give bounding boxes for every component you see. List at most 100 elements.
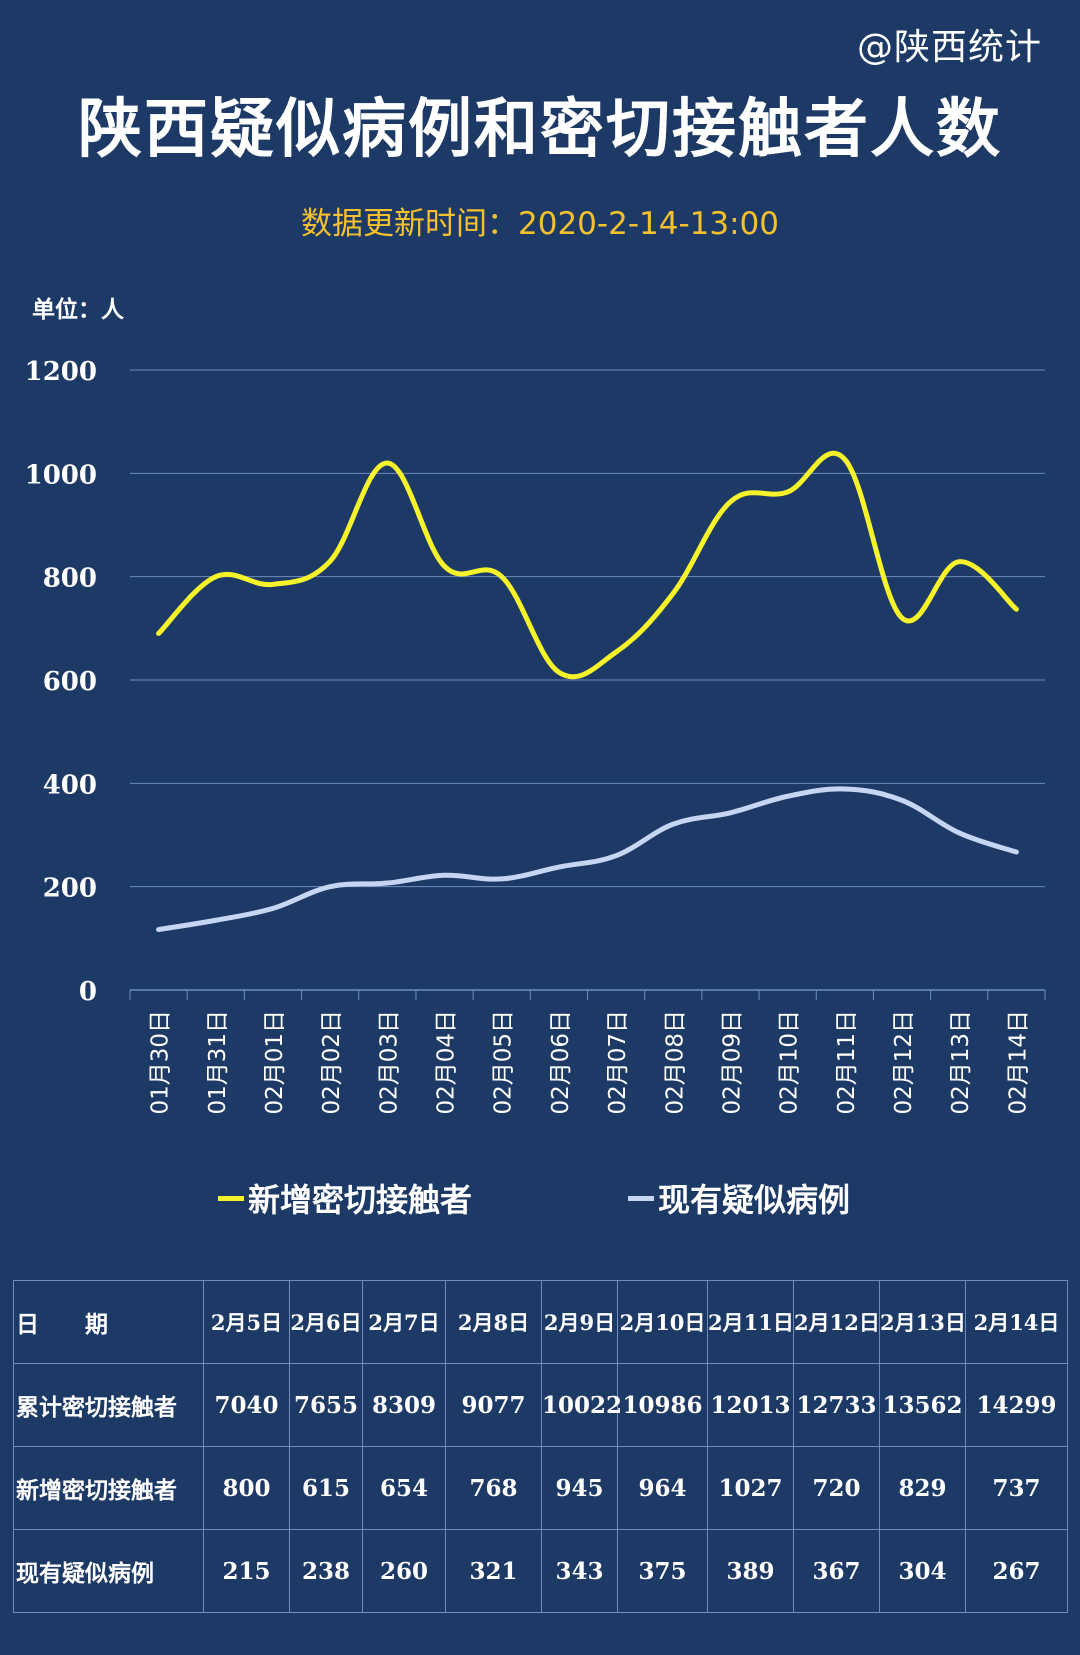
data-point [330,886,331,887]
data-point [1016,852,1017,853]
table-header-label: 日 期 [13,1280,204,1364]
data-point [616,652,617,653]
x-tick-label: 02月12日 [891,1010,917,1115]
data-point [787,491,788,492]
table-cell: 267 [965,1529,1068,1613]
table-cell: 389 [707,1529,794,1613]
x-tick-label: 02月09日 [719,1010,745,1115]
table-cell: 304 [879,1529,966,1613]
data-point [730,501,731,502]
legend-item-suspected: 现有疑似病例 [628,1175,850,1221]
table-cell: 238 [289,1529,363,1613]
chart-series [156,450,1019,933]
legend-swatch-suspected [628,1195,654,1201]
data-point [387,463,388,464]
page-title: 陕西疑似病例和密切接触者人数 [78,93,1002,167]
table-cell: 829 [879,1446,966,1530]
data-point [616,855,617,856]
y-tick-label: 0 [79,977,97,1007]
x-tick-label: 02月03日 [376,1010,402,1115]
data-point [444,875,445,876]
data-table: 日 期 2月5日 2月6日 2月7日 2月8日 2月9日 2月10日 2月11日… [13,1280,1068,1613]
x-tick-label: 02月06日 [548,1010,574,1115]
data-point [444,566,445,567]
table-header-row: 日 期 2月5日 2月6日 2月7日 2月8日 2月9日 2月10日 2月11日… [13,1280,1068,1364]
table-cell: 1027 [707,1446,794,1530]
x-tick-label: 02月02日 [319,1010,345,1115]
table-cell: 615 [289,1446,363,1530]
data-point [558,867,559,868]
table-row: 累计密切接触者 7040 7655 8309 9077 10022 10986 … [13,1363,1068,1447]
x-tick-label: 02月13日 [948,1010,974,1115]
table-cell: 13562 [879,1363,966,1447]
x-tick-label: 01月31日 [205,1010,231,1115]
data-point [158,633,159,634]
x-tick-label: 02月10日 [777,1010,803,1115]
table-cell: 12733 [793,1363,880,1447]
x-tick-label: 01月30日 [148,1010,174,1115]
data-point [387,883,388,884]
y-tick-label: 800 [43,564,97,594]
unit-label: 单位：人 [32,297,124,323]
table-date-cell: 2月11日 [707,1280,794,1364]
line-chart: 0 200 400 600 800 1000 1200 01月30日 01月31日 02月01日… [25,357,1046,1115]
table-date-cell: 2月7日 [362,1280,446,1364]
data-point [902,618,903,619]
legend-swatch-new-contacts [218,1195,244,1201]
data-point [844,789,845,790]
data-point [1016,609,1017,610]
table-cell: 945 [541,1446,618,1530]
data-point [272,908,273,909]
series-line-suspected [156,786,1019,933]
watermark-text: @陕西统计 [856,27,1042,68]
table-cell: 8309 [362,1363,446,1447]
table-date-cell: 2月9日 [541,1280,618,1364]
x-tick-label: 02月08日 [662,1010,688,1115]
table-cell: 321 [445,1529,542,1613]
data-point [844,459,845,460]
data-point [215,576,216,577]
table-cell: 10022 [541,1363,622,1447]
table-row-label: 现有疑似病例 [13,1529,204,1613]
table-cell: 737 [965,1446,1068,1530]
table-date-cell: 2月10日 [617,1280,708,1364]
table-cell: 215 [203,1529,290,1613]
x-tick-label: 02月07日 [605,1010,631,1115]
table-cell: 375 [617,1529,708,1613]
table-cell: 7655 [289,1363,363,1447]
table-cell: 800 [203,1446,290,1530]
y-tick-label: 600 [43,667,97,697]
table-cell: 7040 [203,1363,290,1447]
y-axis-ticks: 0 200 400 600 800 1000 1200 [25,357,97,1007]
data-point [330,561,331,562]
data-point [501,878,502,879]
table-cell: 768 [445,1446,542,1530]
table-row-label: 累计密切接触者 [13,1363,204,1447]
table-cell: 654 [362,1446,446,1530]
update-time: 数据更新时间：2020-2-14-13:00 [301,206,779,242]
y-tick-label: 200 [43,874,97,904]
data-point [959,561,960,562]
table-row: 现有疑似病例 215 238 260 321 343 375 389 367 3… [13,1529,1068,1613]
x-tick-label: 02月11日 [834,1010,860,1115]
table-date-cell: 2月6日 [289,1280,363,1364]
table-cell: 10986 [617,1363,708,1447]
x-tick-label: 02月05日 [491,1010,517,1115]
table-date-cell: 2月14日 [965,1280,1068,1364]
series-line-new-contacts [156,450,1019,680]
data-point [272,584,273,585]
legend-item-new-contacts: 新增密切接触者 [218,1175,472,1221]
table-date-cell: 2月8日 [445,1280,542,1364]
table-cell: 9077 [445,1363,542,1447]
table-cell: 367 [793,1529,880,1613]
table-date-cell: 2月5日 [203,1280,290,1364]
y-tick-label: 1200 [25,357,97,387]
table-cell: 964 [617,1446,708,1530]
legend-label-new-contacts: 新增密切接触者 [248,1181,473,1219]
data-point [959,832,960,833]
x-axis-ticks: 01月30日 01月31日 02月01日 02月02日 02月03日 02月04日 02月0… [148,1010,1032,1115]
table-cell: 720 [793,1446,880,1530]
table-cell: 14299 [965,1363,1068,1447]
data-point [558,672,559,673]
data-point [902,800,903,801]
